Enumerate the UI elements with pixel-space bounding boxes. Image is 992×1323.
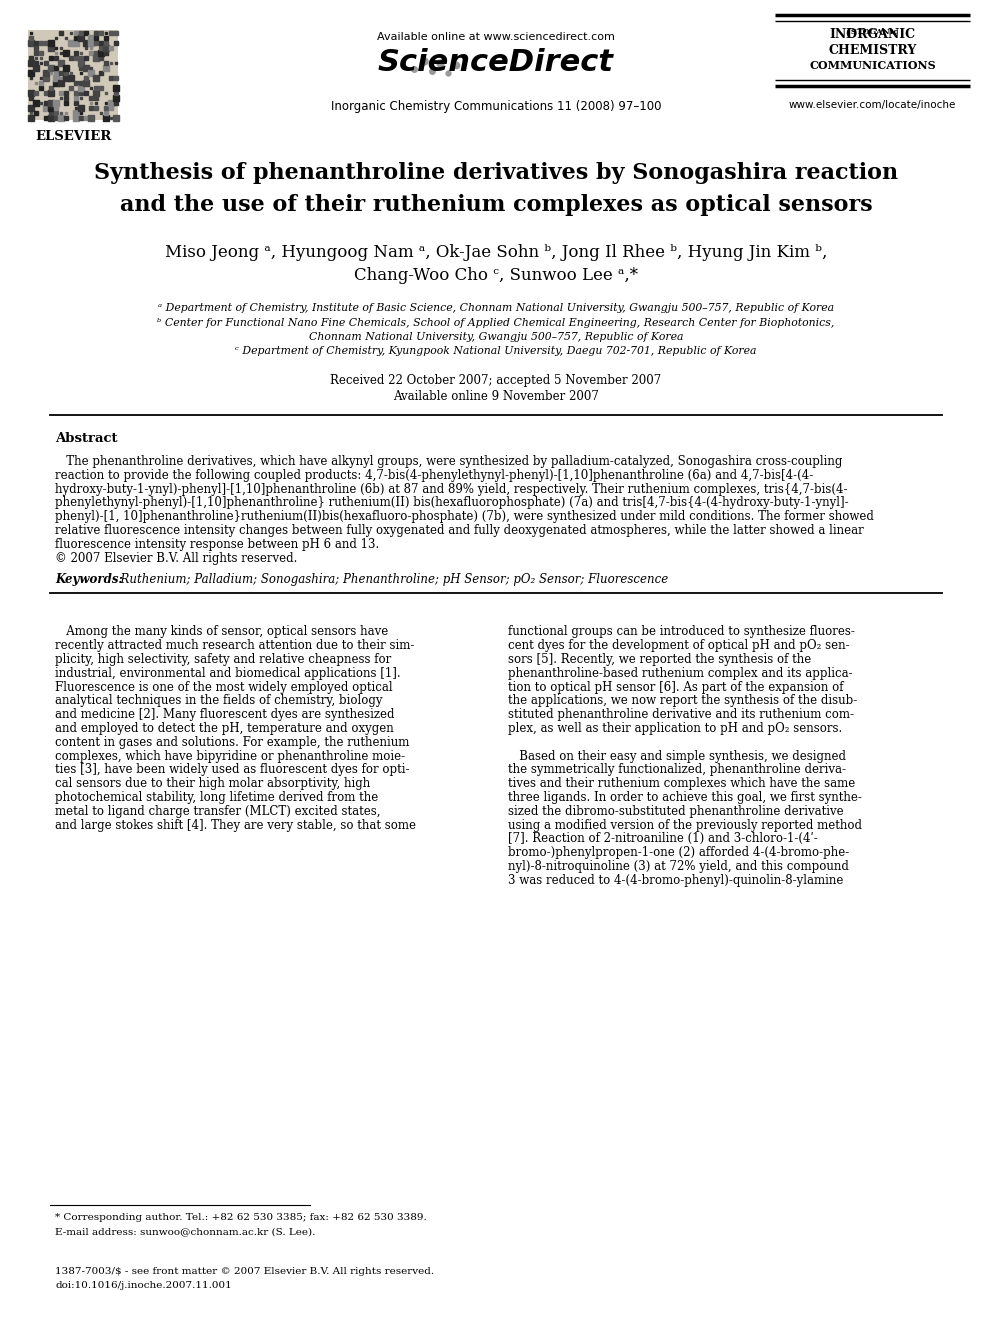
Text: CHEMISTRY: CHEMISTRY — [828, 44, 917, 57]
Text: Ruthenium; Palladium; Sonogashira; Phenanthroline; pH Sensor; pO₂ Sensor; Fluore: Ruthenium; Palladium; Sonogashira; Phena… — [113, 573, 669, 586]
Text: COMMUNICATIONS: COMMUNICATIONS — [809, 60, 935, 71]
Text: functional groups can be introduced to synthesize fluores-: functional groups can be introduced to s… — [508, 626, 855, 639]
Text: analytical techniques in the fields of chemistry, biology: analytical techniques in the fields of c… — [55, 695, 383, 708]
Text: Chang-Woo Cho ᶜ, Sunwoo Lee ᵃ,*: Chang-Woo Cho ᶜ, Sunwoo Lee ᵃ,* — [354, 267, 638, 284]
Text: fluorescence intensity response between pH 6 and 13.: fluorescence intensity response between … — [55, 538, 379, 550]
Text: Abstract: Abstract — [55, 433, 117, 445]
Text: plex, as well as their application to pH and pO₂ sensors.: plex, as well as their application to pH… — [508, 722, 842, 736]
Text: hydroxy-buty-1-ynyl)-phenyl]-[1,10]phenanthroline (6b) at 87 and 89% yield, resp: hydroxy-buty-1-ynyl)-phenyl]-[1,10]phena… — [55, 483, 847, 496]
Text: nyl)-8-nitroquinoline (3) at 72% yield, and this compound: nyl)-8-nitroquinoline (3) at 72% yield, … — [508, 860, 849, 873]
Text: phenyl)-[1, 10]phenanthroline}ruthenium(II)bis(hexafluoro-phosphate) (7b), were : phenyl)-[1, 10]phenanthroline}ruthenium(… — [55, 511, 874, 523]
Text: complexes, which have bipyridine or phenanthroline moie-: complexes, which have bipyridine or phen… — [55, 750, 405, 762]
Text: doi:10.1016/j.inoche.2007.11.001: doi:10.1016/j.inoche.2007.11.001 — [55, 1281, 232, 1290]
Text: 3 was reduced to 4-(4-bromo-phenyl)-quinolin-8-ylamine: 3 was reduced to 4-(4-bromo-phenyl)-quin… — [508, 873, 843, 886]
Text: bromo-)phenylpropen-1-one (2) afforded 4-(4-bromo-phe-: bromo-)phenylpropen-1-one (2) afforded 4… — [508, 847, 849, 859]
Text: sors [5]. Recently, we reported the synthesis of the: sors [5]. Recently, we reported the synt… — [508, 654, 811, 665]
Text: ᵃ Department of Chemistry, Institute of Basic Science, Chonnam National Universi: ᵃ Department of Chemistry, Institute of … — [158, 303, 834, 314]
Text: Based on their easy and simple synthesis, we designed: Based on their easy and simple synthesis… — [508, 750, 846, 762]
Text: plicity, high selectivity, safety and relative cheapness for: plicity, high selectivity, safety and re… — [55, 654, 391, 665]
Text: the symmetrically functionalized, phenanthroline deriva-: the symmetrically functionalized, phenan… — [508, 763, 846, 777]
Text: using a modified version of the previously reported method: using a modified version of the previous… — [508, 819, 862, 832]
Text: Synthesis of phenanthroline derivatives by Sonogashira reaction: Synthesis of phenanthroline derivatives … — [94, 161, 898, 184]
Text: ᶜ Department of Chemistry, Kyungpook National University, Daegu 702-701, Republi: ᶜ Department of Chemistry, Kyungpook Nat… — [235, 347, 757, 356]
Text: * Corresponding author. Tel.: +82 62 530 3385; fax: +82 62 530 3389.: * Corresponding author. Tel.: +82 62 530… — [55, 1213, 427, 1222]
Text: 1387-7003/$ - see front matter © 2007 Elsevier B.V. All rights reserved.: 1387-7003/$ - see front matter © 2007 El… — [55, 1267, 434, 1275]
Text: tion to optical pH sensor [6]. As part of the expansion of: tion to optical pH sensor [6]. As part o… — [508, 680, 843, 693]
Text: Chonnam National University, Gwangju 500–757, Republic of Korea: Chonnam National University, Gwangju 500… — [309, 332, 683, 343]
Text: phenylethynyl-phenyl)-[1,10]phenanthroline} ruthenium(II) bis(hexafluorophosphat: phenylethynyl-phenyl)-[1,10]phenanthroli… — [55, 496, 848, 509]
Text: sized the dibromo-substituted phenanthroline derivative: sized the dibromo-substituted phenanthro… — [508, 804, 843, 818]
Text: [7]. Reaction of 2-nitroaniline (1) and 3-chloro-1-(4ʹ-: [7]. Reaction of 2-nitroaniline (1) and … — [508, 832, 817, 845]
Text: three ligands. In order to achieve this goal, we first synthe-: three ligands. In order to achieve this … — [508, 791, 862, 804]
Text: content in gases and solutions. For example, the ruthenium: content in gases and solutions. For exam… — [55, 736, 410, 749]
Text: The phenanthroline derivatives, which have alkynyl groups, were synthesized by p: The phenanthroline derivatives, which ha… — [55, 455, 842, 468]
Text: Keywords:: Keywords: — [55, 573, 123, 586]
Text: ELSEVIER: ELSEVIER — [35, 130, 111, 143]
Text: Available online at www.sciencedirect.com: Available online at www.sciencedirect.co… — [377, 32, 615, 42]
Text: Inorganic Chemistry Communications 11 (2008) 97–100: Inorganic Chemistry Communications 11 (2… — [330, 101, 662, 112]
Text: ᵇ Center for Functional Nano Fine Chemicals, School of Applied Chemical Engineer: ᵇ Center for Functional Nano Fine Chemic… — [158, 318, 834, 328]
Text: E-mail address: sunwoo@chonnam.ac.kr (S. Lee).: E-mail address: sunwoo@chonnam.ac.kr (S.… — [55, 1226, 315, 1236]
Text: Available online 9 November 2007: Available online 9 November 2007 — [393, 390, 599, 404]
Text: and the use of their ruthenium complexes as optical sensors: and the use of their ruthenium complexes… — [120, 194, 872, 216]
Text: and large stokes shift [4]. They are very stable, so that some: and large stokes shift [4]. They are ver… — [55, 819, 416, 832]
Text: reaction to provide the following coupled products: 4,7-bis(4-phenylethynyl-phen: reaction to provide the following couple… — [55, 468, 813, 482]
Text: industrial, environmental and biomedical applications [1].: industrial, environmental and biomedical… — [55, 667, 401, 680]
Text: © 2007 Elsevier B.V. All rights reserved.: © 2007 Elsevier B.V. All rights reserved… — [55, 552, 298, 565]
Text: Iᵀᵁᴼᴳᴬᴺᴵᶜ: Iᵀᵁᴼᴳᴬᴺᴵᶜ — [846, 28, 900, 41]
Text: www.elsevier.com/locate/inoche: www.elsevier.com/locate/inoche — [789, 101, 956, 110]
Text: cal sensors due to their high molar absorptivity, high: cal sensors due to their high molar abso… — [55, 777, 370, 790]
Text: ScienceDirect: ScienceDirect — [378, 48, 614, 77]
Text: relative fluorescence intensity changes between fully oxygenated and fully deoxy: relative fluorescence intensity changes … — [55, 524, 864, 537]
Text: phenanthroline-based ruthenium complex and its applica-: phenanthroline-based ruthenium complex a… — [508, 667, 853, 680]
Text: Received 22 October 2007; accepted 5 November 2007: Received 22 October 2007; accepted 5 Nov… — [330, 374, 662, 388]
Text: Miso Jeong ᵃ, Hyungoog Nam ᵃ, Ok-Jae Sohn ᵇ, Jong Il Rhee ᵇ, Hyung Jin Kim ᵇ,: Miso Jeong ᵃ, Hyungoog Nam ᵃ, Ok-Jae Soh… — [165, 243, 827, 261]
Text: photochemical stability, long lifetime derived from the: photochemical stability, long lifetime d… — [55, 791, 378, 804]
Text: metal to ligand charge transfer (MLCT) excited states,: metal to ligand charge transfer (MLCT) e… — [55, 804, 381, 818]
Text: and employed to detect the pH, temperature and oxygen: and employed to detect the pH, temperatu… — [55, 722, 394, 736]
Text: cent dyes for the development of optical pH and pO₂ sen-: cent dyes for the development of optical… — [508, 639, 849, 652]
Text: stituted phenanthroline derivative and its ruthenium com-: stituted phenanthroline derivative and i… — [508, 708, 854, 721]
Text: Fluorescence is one of the most widely employed optical: Fluorescence is one of the most widely e… — [55, 680, 393, 693]
Text: Among the many kinds of sensor, optical sensors have: Among the many kinds of sensor, optical … — [55, 626, 388, 639]
Text: tives and their ruthenium complexes which have the same: tives and their ruthenium complexes whic… — [508, 777, 855, 790]
Bar — [28, 30, 118, 120]
Text: recently attracted much research attention due to their sim-: recently attracted much research attenti… — [55, 639, 415, 652]
Text: the applications, we now report the synthesis of the disub-: the applications, we now report the synt… — [508, 695, 857, 708]
Text: INORGANIC: INORGANIC — [829, 28, 916, 41]
Text: ties [3], have been widely used as fluorescent dyes for opti-: ties [3], have been widely used as fluor… — [55, 763, 410, 777]
Text: and medicine [2]. Many fluorescent dyes are synthesized: and medicine [2]. Many fluorescent dyes … — [55, 708, 395, 721]
